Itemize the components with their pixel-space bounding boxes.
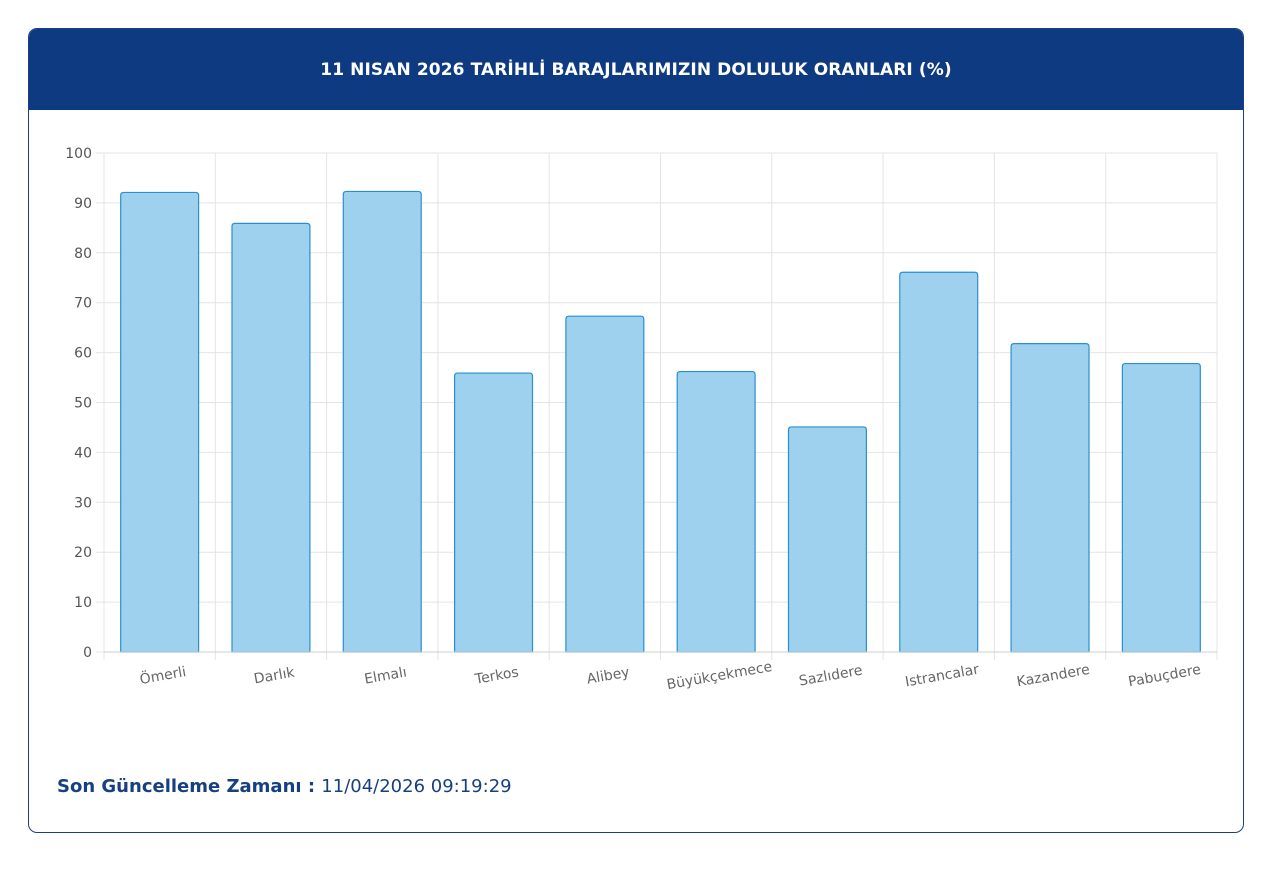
chart-title: 11 NISAN 2026 TARİHLİ BARAJLARIMIZIN DOL…	[320, 59, 952, 80]
y-tick-label: 40	[74, 445, 92, 461]
x-tick-label: Istrancalar	[904, 662, 981, 691]
y-tick-label: 70	[74, 296, 92, 312]
bar-1	[231, 222, 311, 653]
x-tick-label: Elmalı	[363, 664, 408, 687]
y-tick-label: 50	[74, 396, 92, 412]
last-update: Son Güncelleme Zamanı : 11/04/2026 09:19…	[57, 776, 512, 797]
bar-6	[787, 426, 868, 653]
x-tick-label: Terkos	[473, 664, 520, 688]
bar-0	[120, 191, 200, 653]
bar-7	[899, 271, 979, 653]
y-tick-label: 90	[74, 196, 92, 212]
y-tick-label: 100	[65, 146, 92, 162]
x-tick-label: Alibey	[586, 664, 631, 687]
bar-5	[676, 370, 756, 653]
bar-9	[1121, 362, 1201, 653]
x-tick-label: Sazlıdere	[798, 663, 864, 690]
y-tick-label: 60	[74, 346, 92, 362]
y-tick-label: 80	[74, 246, 92, 262]
last-update-separator: :	[301, 776, 322, 797]
y-tick-label: 30	[74, 495, 92, 511]
bar-chart: 0 10 20 30 40 50 60 70 80 90 100 Ömerli Darlık Elmalı…	[65, 146, 1218, 693]
bar-2	[342, 190, 422, 653]
last-update-label: Son Güncelleme Zamanı	[57, 776, 302, 797]
last-update-value: 11/04/2026 09:19:29	[321, 776, 512, 797]
card-header: 11 NISAN 2026 TARİHLİ BARAJLARIMIZIN DOL…	[29, 29, 1243, 110]
bar-3	[453, 372, 534, 653]
y-tick-label: 0	[83, 645, 92, 661]
bar-8	[1010, 343, 1090, 653]
x-tick-label: Ömerli	[138, 662, 187, 688]
chart-card: 11 NISAN 2026 TARİHLİ BARAJLARIMIZIN DOL…	[28, 28, 1244, 833]
y-tick-label: 10	[74, 595, 92, 611]
bar-4	[565, 315, 645, 653]
y-tick-label: 20	[74, 545, 92, 561]
x-tick-label: Büyükçekmece	[666, 659, 774, 693]
x-tick-label: Kazandere	[1016, 662, 1092, 691]
x-tick-label: Pabuçdere	[1127, 662, 1202, 691]
x-tick-label: Darlık	[253, 664, 297, 687]
chart-area: 0 10 20 30 40 50 60 70 80 90 100 Ömerli Darlık Elmalı…	[29, 110, 1243, 750]
